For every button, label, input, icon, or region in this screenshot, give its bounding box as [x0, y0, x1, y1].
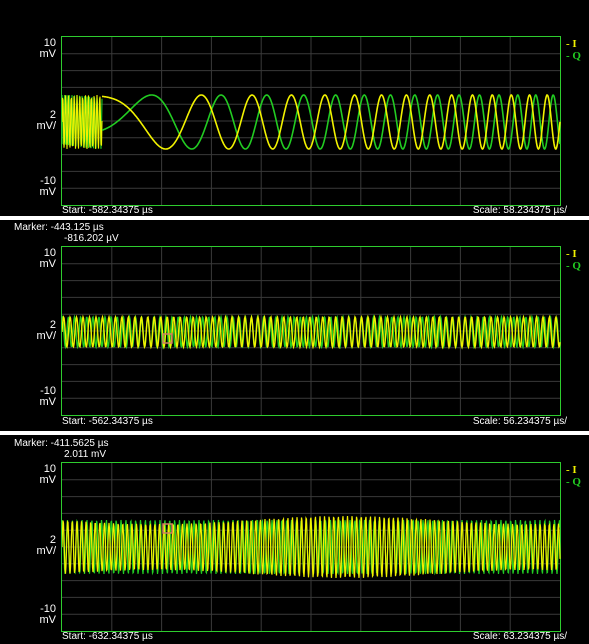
legend-i: - I: [566, 464, 577, 476]
plot-area-2[interactable]: [61, 246, 561, 416]
scale-label: Scale: 58.234375 µs/: [472, 205, 567, 216]
legend-q: - Q: [566, 476, 581, 488]
series-i-burst: [62, 94, 103, 150]
plot-area-1[interactable]: [61, 36, 561, 206]
iq-waveform-plot-3: [62, 463, 561, 631]
marker-readout: Marker: -411.5625 µs 2.011 mV: [14, 438, 109, 460]
series-i: [102, 93, 561, 151]
marker-time: Marker: -443.125 µs: [14, 222, 104, 233]
legend: - I - Q: [566, 38, 581, 62]
series-i: [62, 314, 561, 350]
y-bottom-label: -10 mV: [39, 385, 57, 408]
panel-divider: [0, 216, 589, 220]
start-label: Start: -632.34375 µs: [62, 631, 153, 642]
legend-i: - I: [566, 248, 577, 260]
y-top-label: 10 mV: [39, 463, 57, 486]
legend-q: - Q: [566, 50, 581, 62]
iq-panel-1: 10 mV 2 mV/ -10 mV - I - Q Start: -582.3437…: [0, 0, 589, 217]
iq-panel-3: Marker: -411.5625 µs 2.011 mV 10 mV 2 mV/ …: [0, 435, 589, 644]
y-bottom-label: -10 mV: [39, 175, 57, 198]
series-q: [101, 94, 561, 151]
start-label: Start: -582.34375 µs: [62, 205, 153, 216]
marker-box: [162, 333, 173, 344]
scale-label: Scale: 63.234375 µs/: [472, 631, 567, 642]
start-label: Start: -562.34375 µs: [62, 416, 153, 427]
legend-q: - Q: [566, 260, 581, 272]
y-mid-label: 2 mV/: [36, 534, 56, 557]
plot-area-3[interactable]: [61, 462, 561, 632]
y-mid-label: 2 mV/: [36, 319, 56, 342]
legend: - I - Q: [566, 464, 581, 488]
iq-waveform-plot-2: [62, 247, 561, 415]
y-bottom-label: -10 mV: [39, 603, 57, 626]
marker-box: [162, 523, 173, 534]
marker-readout: Marker: -443.125 µs -816.202 µV: [14, 222, 119, 244]
marker-value: -816.202 µV: [64, 233, 119, 244]
y-top-label: 10 mV: [39, 37, 57, 60]
legend: - I - Q: [566, 248, 581, 272]
iq-panel-2: Marker: -443.125 µs -816.202 µV 10 mV 2 mV…: [0, 220, 589, 433]
y-mid-label: 2 mV/: [36, 109, 56, 132]
series-i: [62, 515, 561, 579]
iq-waveform-plot-1: [62, 37, 561, 205]
scale-label: Scale: 56.234375 µs/: [472, 416, 567, 427]
y-top-label: 10 mV: [39, 247, 57, 270]
marker-time: Marker: -411.5625 µs: [14, 438, 109, 449]
marker-value: 2.011 mV: [64, 449, 107, 460]
legend-i: - I: [566, 38, 577, 50]
panel-divider: [0, 431, 589, 435]
